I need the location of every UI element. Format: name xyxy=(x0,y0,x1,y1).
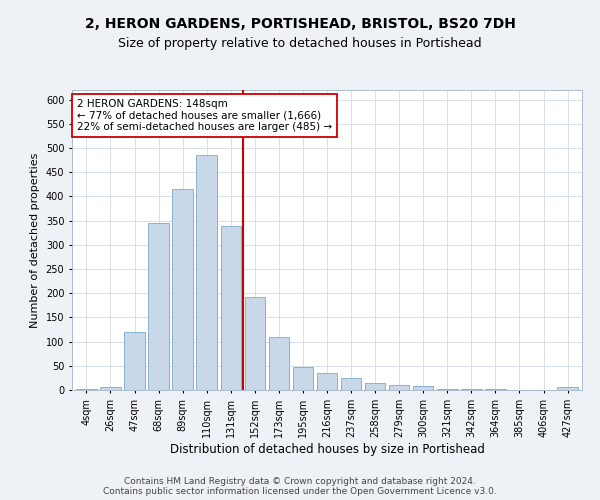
Bar xyxy=(124,332,145,390)
X-axis label: Distribution of detached houses by size in Portishead: Distribution of detached houses by size … xyxy=(170,442,484,456)
Bar xyxy=(485,389,506,390)
Bar xyxy=(437,388,458,390)
Bar xyxy=(365,382,385,390)
Text: 2 HERON GARDENS: 148sqm
← 77% of detached houses are smaller (1,666)
22% of semi: 2 HERON GARDENS: 148sqm ← 77% of detache… xyxy=(77,99,332,132)
Bar xyxy=(389,385,409,390)
Text: 2, HERON GARDENS, PORTISHEAD, BRISTOL, BS20 7DH: 2, HERON GARDENS, PORTISHEAD, BRISTOL, B… xyxy=(85,18,515,32)
Bar xyxy=(221,226,241,390)
Bar xyxy=(196,156,217,390)
Bar xyxy=(413,386,433,390)
Text: Contains HM Land Registry data © Crown copyright and database right 2024.: Contains HM Land Registry data © Crown c… xyxy=(124,477,476,486)
Bar xyxy=(341,378,361,390)
Bar xyxy=(269,337,289,390)
Bar xyxy=(76,388,97,390)
Bar xyxy=(148,223,169,390)
Bar xyxy=(557,386,578,390)
Bar xyxy=(172,189,193,390)
Bar xyxy=(317,373,337,390)
Bar xyxy=(245,297,265,390)
Text: Size of property relative to detached houses in Portishead: Size of property relative to detached ho… xyxy=(118,38,482,51)
Bar xyxy=(100,386,121,390)
Bar xyxy=(293,368,313,390)
Y-axis label: Number of detached properties: Number of detached properties xyxy=(30,152,40,328)
Text: Contains public sector information licensed under the Open Government Licence v3: Contains public sector information licen… xyxy=(103,487,497,496)
Bar xyxy=(461,389,482,390)
